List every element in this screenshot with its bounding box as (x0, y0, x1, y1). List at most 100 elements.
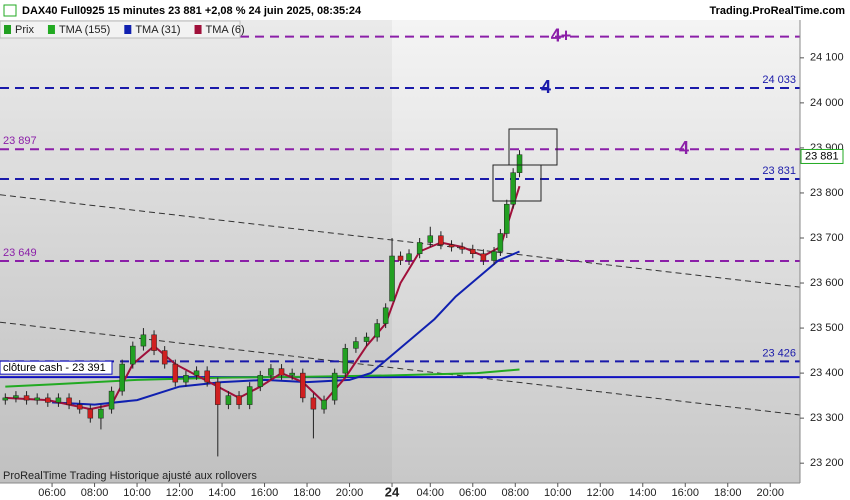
candle-body (406, 253, 412, 261)
trendline (0, 194, 801, 288)
plot-background (0, 20, 800, 483)
bottom-axis-area (0, 483, 850, 500)
candle-body (130, 345, 136, 365)
candle-body (459, 246, 465, 250)
candle-body (183, 375, 189, 383)
candle-body (300, 372, 306, 399)
level-marker: 4 (679, 138, 689, 158)
legend-swatch (124, 25, 132, 34)
candle-body (34, 397, 40, 401)
x-tick-label: 14:00 (208, 487, 236, 499)
chart-icon (3, 4, 17, 17)
candle-body (278, 368, 285, 376)
candle-body (98, 408, 104, 419)
cash-close-label-box (0, 360, 113, 375)
candle-body (66, 397, 72, 405)
x-tick-label: 14:00 (629, 487, 657, 499)
candle-body (215, 381, 221, 405)
legend-swatch (194, 25, 202, 34)
footer-note: ProRealTime Trading Historique ajusté au… (3, 470, 257, 482)
candle-body (193, 370, 200, 376)
candle-body (23, 395, 30, 401)
candle-body (516, 154, 523, 173)
candle-body (151, 334, 157, 351)
legend-label: TMA (155) (59, 24, 110, 36)
candle-body (438, 235, 444, 245)
candle-body (246, 386, 253, 405)
candle-body (257, 375, 264, 387)
legend-background (0, 20, 241, 39)
candle-body (448, 244, 455, 248)
cash-close-label: clôture cash - 23 391 (3, 362, 106, 374)
last-price-box (800, 148, 844, 164)
legend-label: TMA (6) (206, 24, 245, 36)
header-bar (0, 0, 850, 20)
legend-label: Prix (15, 24, 34, 36)
level-label: 23 897 (3, 135, 37, 147)
legend-label: TMA (31) (135, 24, 180, 36)
x-tick-label: 18:00 (714, 487, 742, 499)
candle-body (353, 341, 359, 349)
x-tick-label: 16:00 (251, 487, 279, 499)
x-tick-label: 08:00 (502, 487, 530, 499)
candle-body (310, 397, 317, 410)
trendline (0, 321, 801, 416)
last-price-label: 23 881 (805, 150, 839, 162)
x-tick-label: 10:00 (123, 487, 151, 499)
x-tick-label: 12:00 (166, 487, 194, 499)
level-label: 23 426 (762, 347, 796, 359)
candle-body (87, 408, 94, 419)
candle-body (382, 307, 389, 324)
legend-swatch (47, 25, 55, 34)
y-tick-label: 23 800 (810, 187, 844, 199)
chart-title: DAX40 Full0925 15 minutes 23 881 +2,08 %… (22, 5, 362, 17)
candle-body (363, 336, 370, 342)
candle-body (331, 372, 338, 401)
candle-body (416, 242, 423, 255)
candle-body (389, 255, 395, 302)
x-tick-label: 06:00 (38, 487, 66, 499)
source: Trading.ProRealTime.com (709, 5, 845, 17)
candle-body (374, 323, 380, 338)
x-tick-label: 10:00 (544, 487, 572, 499)
candle-body (497, 233, 504, 252)
y-tick-label: 23 200 (810, 457, 844, 469)
candle-body (2, 397, 9, 401)
y-tick-label: 24 000 (810, 97, 844, 109)
annotation-box (492, 164, 542, 202)
ma-line (5, 368, 520, 388)
candle-body (236, 395, 242, 405)
ma-line (52, 250, 520, 406)
level-label: 23 831 (762, 165, 796, 177)
y-tick-label: 24 100 (810, 52, 844, 64)
x-tick-label: 08:00 (81, 487, 109, 499)
y-tick-label: 23 600 (810, 277, 844, 289)
x-tick-label: 06:00 (459, 487, 487, 499)
candle-body (491, 251, 497, 261)
candle-body (161, 350, 168, 365)
previous-session-shade (0, 20, 392, 483)
candle-body (480, 253, 487, 261)
candle-body (470, 248, 476, 255)
legend: Prix TMA (155) TMA (31) TMA (6) (0, 20, 245, 39)
candle-body (204, 370, 210, 383)
plot: 4+ 24 033 4 23 897 4 23 831 23 649 23 426 clôtur… (0, 25, 801, 457)
candle-body (342, 348, 349, 374)
candle-body (108, 390, 115, 410)
x-tick-label: 20:00 (336, 487, 364, 499)
candle-body (504, 203, 510, 234)
candle-body (172, 363, 179, 383)
y-tick-label: 23 700 (810, 232, 844, 244)
x-tick-label: 20:00 (756, 487, 784, 499)
level-label: 24 033 (762, 74, 796, 86)
legend-swatch (4, 25, 11, 34)
x-tick-label: 04:00 (417, 487, 445, 499)
candle-body (427, 235, 434, 243)
candle-body (225, 395, 232, 405)
candle-body (55, 397, 62, 403)
candle-body (13, 395, 19, 399)
candle-body (119, 363, 125, 392)
candle-body (289, 372, 295, 376)
y-tick-label: 23 300 (810, 412, 844, 424)
